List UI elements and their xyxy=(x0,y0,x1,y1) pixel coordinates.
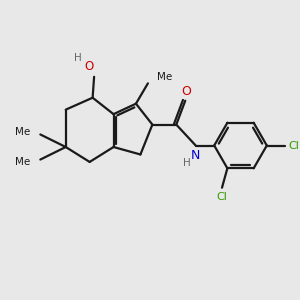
Text: Me: Me xyxy=(15,157,30,167)
Text: O: O xyxy=(84,60,93,73)
Text: Cl: Cl xyxy=(216,192,227,202)
Text: Cl: Cl xyxy=(289,140,300,151)
Text: Me: Me xyxy=(15,127,30,137)
Text: N: N xyxy=(190,149,200,162)
Text: Me: Me xyxy=(158,72,173,82)
Text: H: H xyxy=(74,53,82,63)
Text: O: O xyxy=(181,85,191,98)
Text: H: H xyxy=(183,158,190,168)
